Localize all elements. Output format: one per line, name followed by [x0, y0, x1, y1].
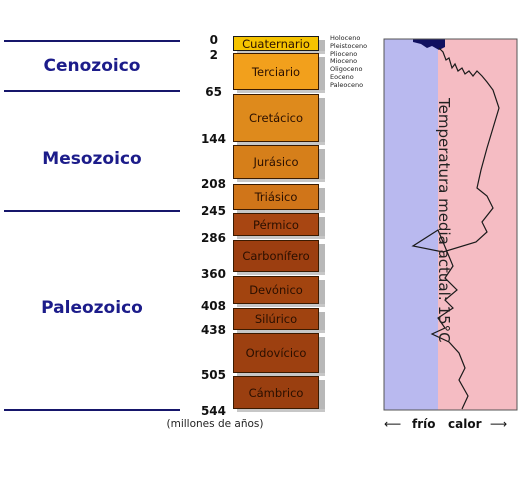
age-tick: 286 [200, 231, 226, 245]
age-tick: 144 [200, 132, 226, 146]
age-tick: 408 [200, 299, 226, 313]
epoch-item: Mioceno [330, 57, 358, 66]
era-divider-mesozoic-paleozoic [4, 210, 180, 212]
age-tick: 438 [200, 323, 226, 337]
cold-zone [384, 39, 438, 410]
period-ordovicico: Ordovícico [233, 333, 325, 376]
age-tick: 245 [200, 204, 226, 218]
arrow-right-icon: ⟶ [490, 417, 508, 431]
period-label: Terciario [251, 64, 301, 79]
units-label: (millones de años) [166, 418, 264, 430]
period-label: Carbonífero [242, 249, 310, 263]
epoch-list: Holoceno Pleistoceno Plioceno Mioceno Ol… [330, 34, 390, 90]
temperature-curve [411, 47, 500, 410]
era-divider-cenozoic-mesozoic [4, 90, 180, 92]
epoch-item: Pleistoceno [330, 41, 368, 50]
warm-zone [438, 39, 517, 410]
period-label: Ordovícico [245, 346, 307, 360]
period-label: Cuaternario [242, 36, 310, 51]
period-label: Triásico [254, 190, 298, 204]
age-tick: 65 [205, 85, 222, 99]
age-tick: 360 [200, 267, 226, 281]
era-label-mesozoic: Mesozoico [42, 149, 142, 169]
age-tick: 505 [200, 368, 226, 382]
period-permico: Pérmico [233, 213, 325, 239]
era-divider-bottom [4, 409, 180, 411]
period-silurico: Silúrico [233, 308, 325, 333]
period-terciario: Terciario [233, 53, 325, 93]
temperature-label: Temperatura media actual: 15°C [435, 98, 453, 343]
epoch-item: Eoceno [330, 72, 354, 81]
arrow-left-icon: ⟵ [384, 417, 402, 431]
period-label: Cámbrico [248, 385, 304, 400]
age-tick: 0 [209, 33, 218, 47]
temperature-scale: ⟵ frío calor ⟶ [384, 417, 516, 433]
cold-label: frío [412, 417, 436, 431]
period-label: Jurásico [253, 155, 299, 169]
age-tick: 208 [200, 177, 226, 191]
period-cuaternario: Cuaternario [233, 36, 325, 54]
period-devonico: Devónico [233, 276, 325, 307]
era-divider-top [4, 40, 180, 42]
period-cambrico: Cámbrico [233, 376, 325, 412]
epoch-item: Oligoceno [330, 65, 363, 74]
period-label: Devónico [249, 283, 303, 297]
warm-label: calor [448, 417, 482, 431]
epoch-item: Holoceno [330, 34, 361, 42]
age-tick: 2 [209, 48, 218, 62]
period-cretacico: Cretácico [233, 94, 325, 145]
chart-frame [383, 38, 518, 411]
period-label: Cretácico [248, 111, 303, 125]
period-label: Silúrico [254, 312, 298, 326]
ice-band [413, 39, 445, 50]
period-triasico: Triásico [233, 184, 325, 213]
period-label: Pérmico [253, 217, 299, 232]
period-jurasico: Jurásico [233, 145, 325, 182]
era-label-cenozoic: Cenozoico [43, 56, 141, 76]
era-label-paleozoic: Paleozoico [41, 298, 143, 318]
epoch-item: Paleoceno [330, 80, 364, 89]
period-carbonifero: Carbonífero [233, 240, 325, 275]
age-tick: 544 [200, 404, 226, 418]
temperature-chart [383, 38, 518, 411]
epoch-item: Plioceno [330, 49, 358, 58]
